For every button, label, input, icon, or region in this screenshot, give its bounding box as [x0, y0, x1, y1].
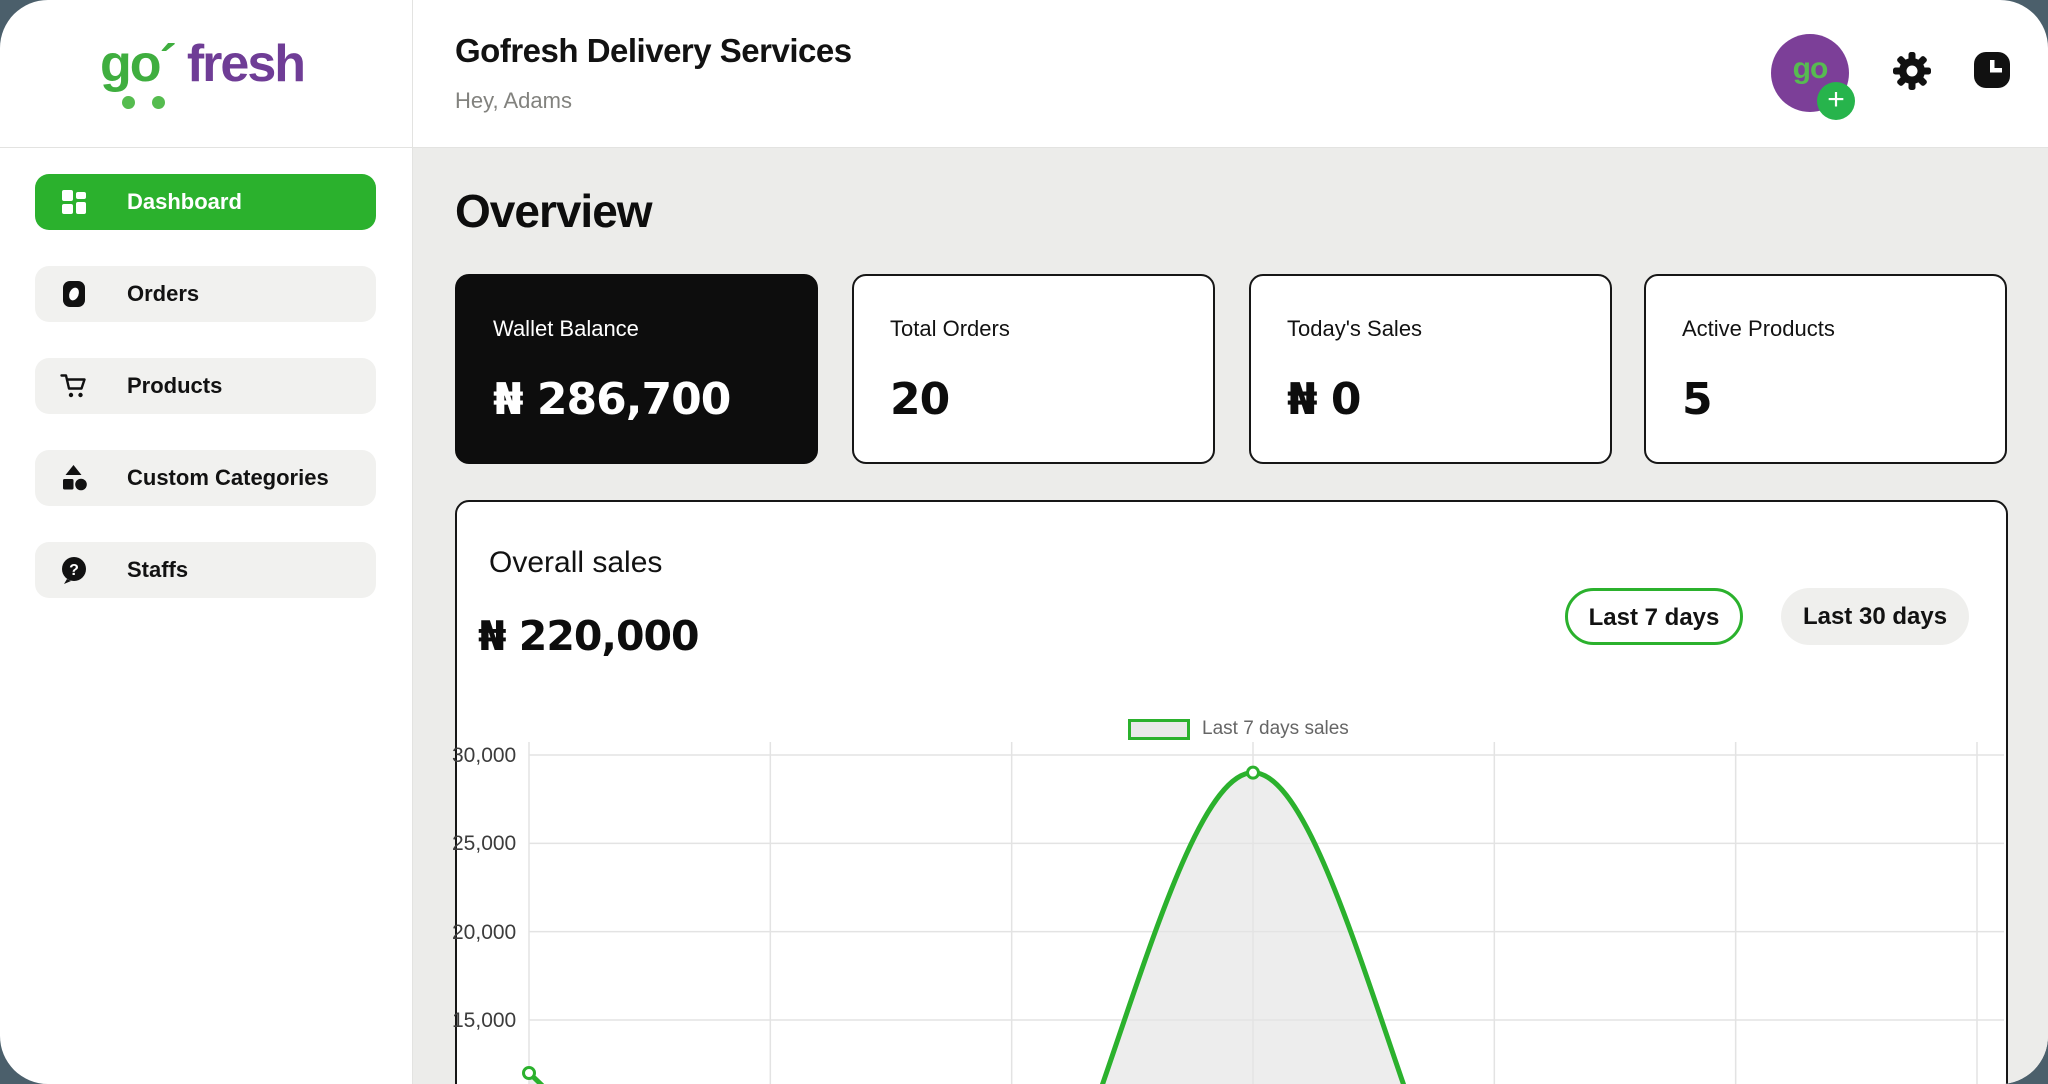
page-title: Gofresh Delivery Services [455, 32, 852, 69]
wallet-balance-card: Wallet Balance ₦ 286,700 [455, 274, 818, 464]
header-divider [0, 147, 2048, 148]
chart-gridlines [528, 742, 2004, 1084]
card-value: ₦ 0 [1287, 374, 1362, 425]
y-axis-tick: 20,000 [452, 921, 517, 944]
y-axis-tick: 25,000 [452, 832, 517, 855]
sidebar-divider [412, 0, 413, 1084]
sidebar-item-label: Staffs [127, 557, 189, 582]
card-label: Total Orders [890, 316, 1010, 341]
sales-line-chart [522, 742, 2004, 1084]
gofresh-logo: go´ fresh [100, 34, 306, 109]
sidebar-item-label: Custom Categories [127, 465, 329, 490]
dashboard-grid-icon [59, 187, 89, 217]
y-axis-tick: 15,000 [452, 1009, 517, 1032]
sales-card-title: Overall sales [489, 546, 663, 579]
user-avatar[interactable]: go + [1771, 34, 1855, 120]
card-label: Today's Sales [1287, 316, 1423, 341]
sales-card-amount: ₦ 220,000 [478, 612, 700, 660]
orders-bag-icon [59, 279, 89, 309]
sidebar-item-custom-categories[interactable]: Custom Categories [35, 450, 376, 506]
sidebar-item-products[interactable]: Products [35, 358, 376, 414]
clock-history-icon[interactable] [1972, 50, 2012, 95]
logo-go-text: go [100, 35, 162, 93]
sidebar-item-label: Products [127, 373, 223, 398]
sidebar-item-orders[interactable]: Orders [35, 266, 376, 322]
settings-gear-icon[interactable] [1891, 50, 1933, 97]
total-orders-card: Total Orders 20 [852, 274, 1215, 464]
logo-fresh-text: fresh [186, 35, 306, 93]
greeting-text: Hey, Adams [455, 88, 572, 113]
card-label: Active Products [1682, 316, 1835, 341]
chart-data-points [522, 765, 1260, 1080]
sidebar-item-label: Orders [127, 281, 200, 306]
last-30-days-button[interactable]: Last 30 days [1781, 588, 1969, 645]
last-7-days-button[interactable]: Last 7 days [1565, 588, 1743, 645]
sidebar-item-label: Dashboard [127, 189, 242, 214]
card-value: ₦ 286,700 [493, 374, 731, 425]
cart-wheel-icon [152, 96, 165, 109]
active-products-card: Active Products 5 [1644, 274, 2007, 464]
card-label: Wallet Balance [493, 316, 639, 341]
legend-label: Last 7 days sales [1202, 718, 1349, 739]
cart-icon [59, 371, 89, 401]
sidebar-item-dashboard[interactable]: Dashboard [35, 174, 376, 230]
card-value: 5 [1682, 374, 1713, 425]
legend-swatch [1128, 718, 1190, 740]
overview-heading: Overview [455, 185, 653, 237]
chart-legend[interactable]: Last 7 days sales [1128, 718, 1349, 740]
avatar-add-badge[interactable]: + [1817, 82, 1855, 120]
help-bubble-icon: ? [59, 555, 89, 585]
cart-wheel-icon [122, 96, 135, 109]
chart-area-fill [529, 772, 1404, 1084]
todays-sales-card: Today's Sales ₦ 0 [1249, 274, 1612, 464]
sidebar-item-staffs[interactable]: ? Staffs [35, 542, 376, 598]
svg-text:?: ? [69, 562, 79, 579]
y-axis-tick: 30,000 [452, 744, 517, 767]
card-value: 20 [890, 374, 950, 425]
avatar-logo-text: go [1792, 52, 1829, 85]
cart-handle-icon: ´ [159, 35, 177, 93]
shapes-icon [59, 463, 89, 493]
